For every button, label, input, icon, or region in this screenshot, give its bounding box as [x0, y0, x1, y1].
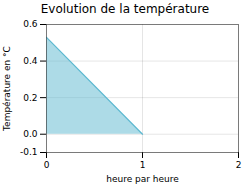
- svg-text:0.0: 0.0: [23, 129, 38, 139]
- svg-text:0: 0: [44, 160, 50, 170]
- svg-text:0.6: 0.6: [23, 19, 38, 29]
- svg-text:-0.1: -0.1: [20, 147, 38, 157]
- svg-text:0.4: 0.4: [23, 56, 38, 66]
- svg-text:0.2: 0.2: [23, 93, 37, 103]
- html-text:Evolution de la température: Evolution de la température: [40, 2, 210, 16]
- svg-text:1: 1: [140, 160, 146, 170]
- svg-text:Température en °C: Température en °C: [2, 46, 12, 132]
- svg-text:heure par heure: heure par heure: [106, 174, 179, 184]
- svg-text:2: 2: [236, 160, 242, 170]
